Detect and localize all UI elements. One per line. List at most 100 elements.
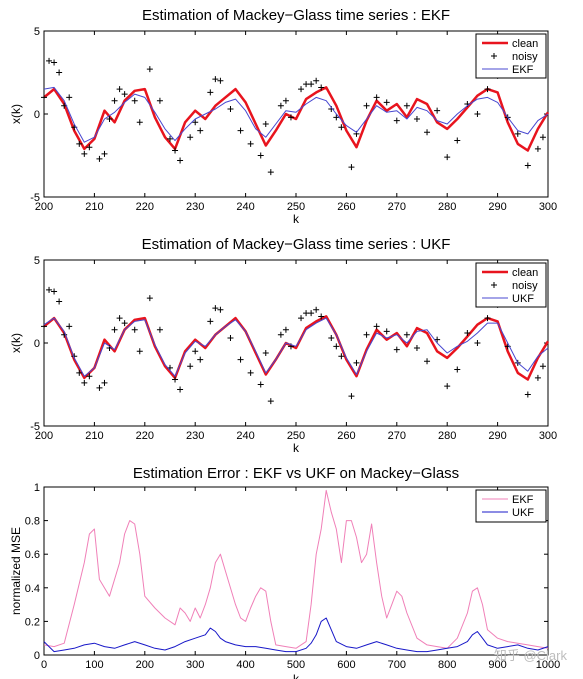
data-point <box>131 326 138 333</box>
data-point <box>81 379 88 386</box>
data-point <box>76 369 83 376</box>
data-point <box>167 135 173 142</box>
data-point <box>464 330 471 337</box>
data-point <box>393 117 400 124</box>
data-point <box>413 344 420 351</box>
data-point <box>86 144 93 151</box>
data-point <box>66 323 73 330</box>
data-point <box>363 102 370 109</box>
legend-label: UKF <box>512 507 534 519</box>
legend-box <box>475 489 547 523</box>
data-point <box>262 120 269 127</box>
data-point <box>277 102 284 109</box>
y-axis-label: normalized MSE <box>9 527 23 615</box>
y-tick-label: 5 <box>34 26 40 38</box>
data-point <box>287 114 294 121</box>
data-point <box>177 157 184 164</box>
data-point <box>308 310 315 317</box>
chart-title: Estimation of Mackey−Glass time series :… <box>142 236 451 253</box>
data-point <box>373 323 380 330</box>
data-point <box>237 127 244 134</box>
data-point <box>227 106 234 113</box>
series-ukf-line <box>43 617 549 653</box>
data-point <box>534 374 541 381</box>
legend-item: noisy <box>491 280 538 292</box>
data-point <box>524 391 531 398</box>
data-point <box>454 137 461 144</box>
x-tick-label: 500 <box>287 659 305 671</box>
x-tick-label: 240 <box>236 430 254 442</box>
x-tick-label: 1000 <box>536 659 560 671</box>
data-point <box>207 89 214 96</box>
legend-item: EKF <box>482 64 534 76</box>
data-point <box>156 326 163 333</box>
data-point <box>136 348 143 355</box>
data-point <box>534 145 541 152</box>
x-tick-label: 100 <box>85 659 103 671</box>
data-point <box>131 97 138 104</box>
data-point <box>111 97 118 104</box>
data-point <box>101 379 108 386</box>
y-tick-label: -5 <box>30 192 40 204</box>
data-point <box>227 335 234 342</box>
x-tick-label: 290 <box>488 430 506 442</box>
x-axis-label: k <box>293 441 300 455</box>
y-tick-label: 0.4 <box>25 583 40 595</box>
data-point <box>217 77 224 84</box>
data-point <box>51 59 58 66</box>
data-point <box>313 77 320 84</box>
data-point <box>403 331 410 338</box>
data-point <box>207 318 214 325</box>
data-point <box>267 398 274 405</box>
series-noisy <box>41 286 546 405</box>
x-tick-label: 260 <box>337 430 355 442</box>
legend-label: EKF <box>512 494 534 506</box>
data-point <box>197 127 204 134</box>
x-tick-label: 280 <box>438 430 456 442</box>
x-tick-label: 300 <box>186 659 204 671</box>
data-point <box>111 326 118 333</box>
data-point <box>51 288 58 295</box>
data-point <box>434 107 441 114</box>
data-point <box>106 115 113 122</box>
data-point <box>41 94 47 101</box>
data-point <box>308 81 315 88</box>
legend-item: UKF <box>482 293 534 305</box>
data-point <box>81 150 88 157</box>
data-point <box>524 162 531 169</box>
data-point <box>121 91 128 98</box>
plot-area <box>43 30 549 198</box>
x-tick-label: 300 <box>539 201 557 213</box>
chart-title: Estimation Error : EKF vs UKF on Mackey−… <box>133 465 459 482</box>
legend-item: UKF <box>482 507 534 519</box>
data-point <box>116 86 123 93</box>
legend-item: clean <box>482 267 538 279</box>
x-tick-label: 400 <box>236 659 254 671</box>
x-tick-label: 230 <box>186 201 204 213</box>
legend-box <box>475 262 547 308</box>
data-point <box>353 359 360 366</box>
data-point <box>172 147 179 154</box>
data-point <box>444 154 451 161</box>
x-tick-label: 290 <box>488 201 506 213</box>
x-tick-label: 270 <box>388 430 406 442</box>
x-tick-label: 230 <box>186 430 204 442</box>
legend-label: noisy <box>512 280 538 292</box>
legend-label: clean <box>512 267 538 279</box>
x-tick-label: 240 <box>236 201 254 213</box>
data-point <box>539 363 546 370</box>
data-point <box>383 99 390 106</box>
x-tick-label: 270 <box>388 201 406 213</box>
data-point <box>96 384 103 391</box>
y-tick-label: 0 <box>34 338 40 350</box>
series-ekf-line <box>43 86 549 143</box>
data-point <box>282 97 289 104</box>
x-tick-label: 200 <box>35 430 53 442</box>
data-point <box>66 94 73 101</box>
x-tick-label: 0 <box>41 659 47 671</box>
data-point <box>267 169 274 176</box>
data-point <box>363 331 370 338</box>
